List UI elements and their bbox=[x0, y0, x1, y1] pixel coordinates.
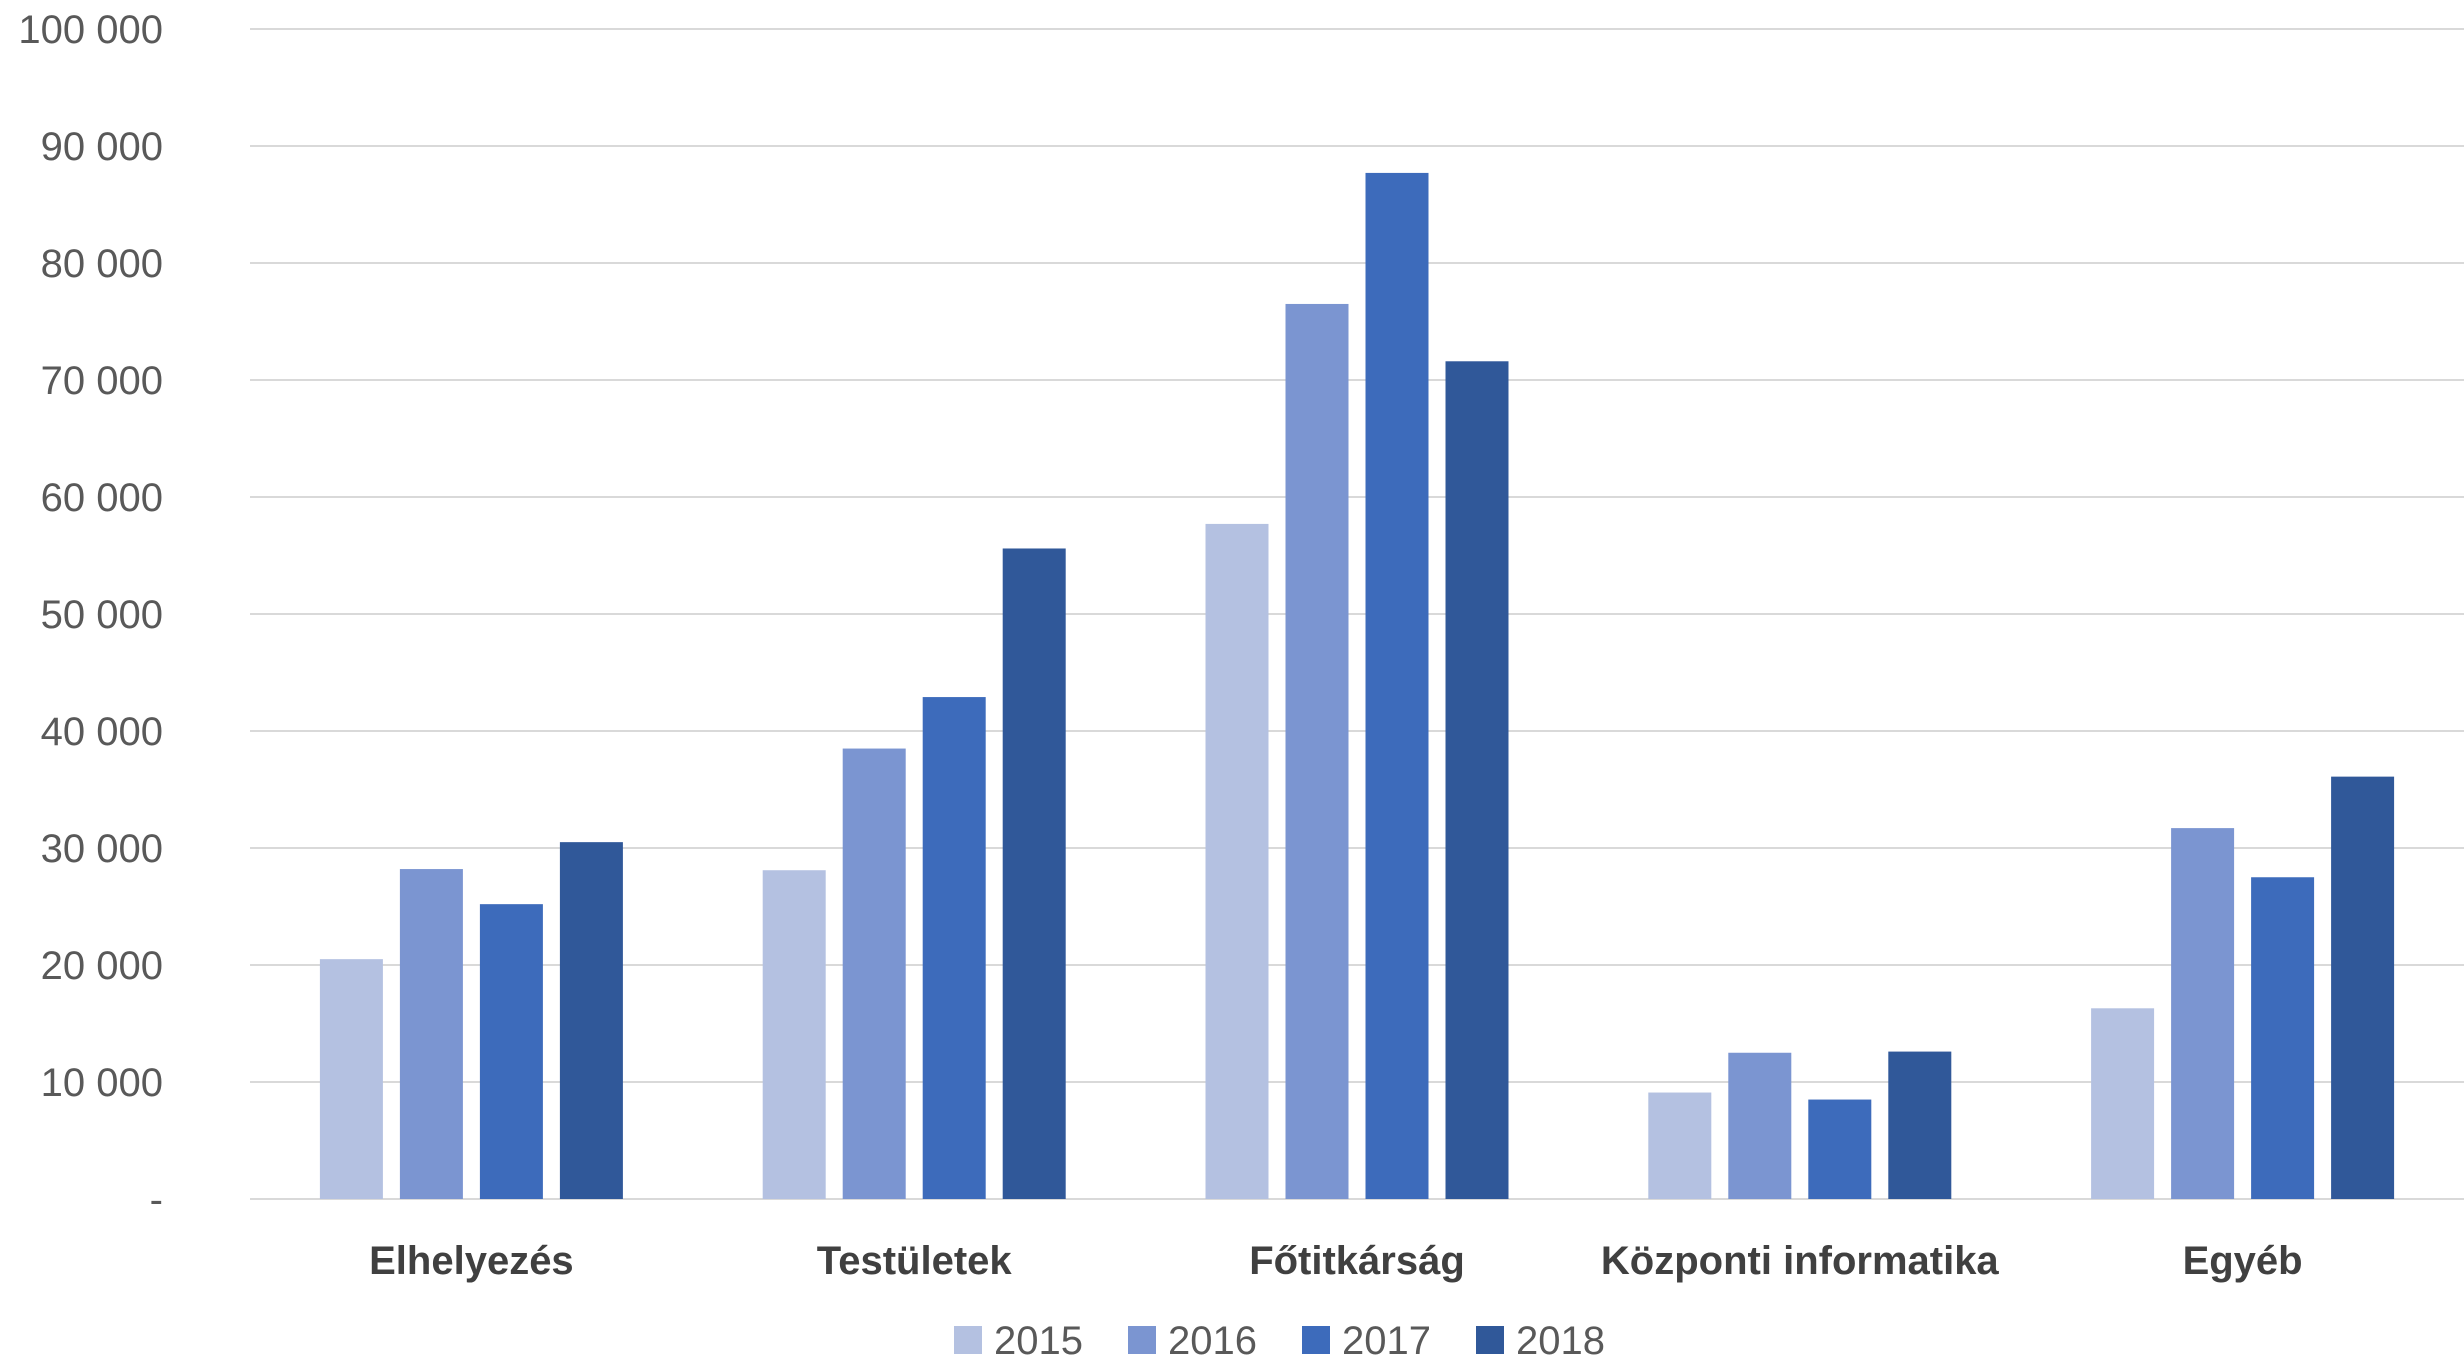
legend-label: 2015 bbox=[994, 1319, 1083, 1362]
bars bbox=[319, 172, 2395, 1199]
legend-swatch-2018 bbox=[1476, 1326, 1504, 1354]
y-tick-label: 40 000 bbox=[41, 710, 163, 754]
bar-2018-3 bbox=[1888, 1051, 1952, 1199]
x-tick-label: Központi informatika bbox=[1601, 1239, 2000, 1283]
bar-2015-0 bbox=[319, 959, 383, 1199]
bar-2018-0 bbox=[559, 842, 623, 1199]
y-tick-label: - bbox=[150, 1178, 163, 1222]
bar-2016-1 bbox=[842, 748, 906, 1199]
y-tick-label: 20 000 bbox=[41, 944, 163, 988]
bar-2016-4 bbox=[2171, 828, 2235, 1199]
y-tick-label: 50 000 bbox=[41, 593, 163, 637]
y-tick-label: 100 000 bbox=[18, 8, 163, 52]
bar-2015-2 bbox=[1205, 523, 1269, 1199]
bar-2017-3 bbox=[1808, 1099, 1872, 1199]
legend-label: 2018 bbox=[1516, 1319, 1605, 1362]
legend-swatch-2017 bbox=[1302, 1326, 1330, 1354]
bar-2016-2 bbox=[1285, 303, 1349, 1199]
bar-2017-0 bbox=[479, 904, 543, 1199]
legend-label: 2016 bbox=[1168, 1319, 1257, 1362]
legend: 2015 2016 2017 2018 bbox=[954, 1319, 1605, 1363]
bar-2017-1 bbox=[922, 697, 986, 1199]
bar-2018-1 bbox=[1002, 548, 1066, 1199]
bar-2018-2 bbox=[1445, 361, 1509, 1199]
y-tick-label: 90 000 bbox=[41, 125, 163, 169]
x-axis-tick-labels: Elhelyezés Testületek Főtitkárság Központi … bbox=[369, 1239, 2303, 1283]
y-tick-label: 80 000 bbox=[41, 242, 163, 286]
x-tick-label: Egyéb bbox=[2183, 1239, 2303, 1283]
bar-2017-4 bbox=[2251, 877, 2315, 1199]
x-tick-label: Elhelyezés bbox=[369, 1239, 574, 1283]
bar-2018-4 bbox=[2331, 776, 2395, 1199]
y-tick-label: 60 000 bbox=[41, 476, 163, 520]
bar-2015-3 bbox=[1648, 1092, 1712, 1199]
y-axis-tick-labels: - 10 000 20 000 30 000 40 000 50 000 60 000 70 … bbox=[18, 8, 163, 1222]
bar-2015-1 bbox=[762, 870, 826, 1199]
x-tick-label: Testületek bbox=[817, 1239, 1013, 1283]
x-tick-label: Főtitkárság bbox=[1249, 1239, 1465, 1283]
bar-2016-3 bbox=[1728, 1052, 1792, 1199]
legend-label: 2017 bbox=[1342, 1319, 1431, 1362]
legend-swatch-2015 bbox=[954, 1326, 982, 1354]
y-tick-label: 70 000 bbox=[41, 359, 163, 403]
y-tick-label: 30 000 bbox=[41, 827, 163, 871]
y-tick-label: 10 000 bbox=[41, 1061, 163, 1105]
bar-2017-2 bbox=[1365, 172, 1429, 1199]
bar-2016-0 bbox=[399, 869, 463, 1199]
legend-swatch-2016 bbox=[1128, 1326, 1156, 1354]
bar-2015-4 bbox=[2091, 1008, 2155, 1199]
